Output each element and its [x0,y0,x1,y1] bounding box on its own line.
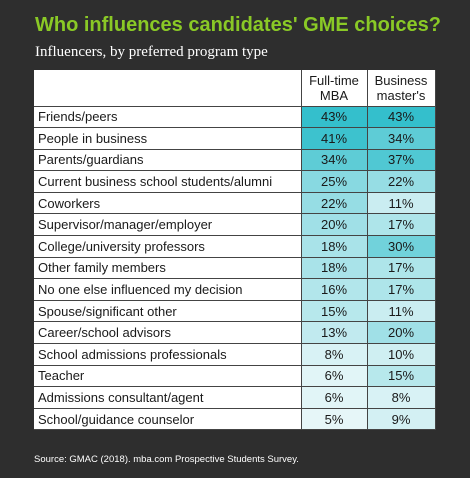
table-row: People in business 41% 34% [34,127,436,150]
cell-fulltime-mba: 41% [300,127,368,150]
cell-business-masters: 11% [366,299,436,323]
table-row: Admissions consultant/agent 6% 8% [34,386,436,409]
cell-business-masters: 10% [366,343,436,366]
cell-fulltime-mba: 16% [300,278,368,301]
table-row: Friends/peers 43% 43% [34,105,436,129]
cell-business-masters: 20% [366,321,436,345]
column-header-business-masters: Business master's [366,70,436,107]
heatmap-table: Full-time MBA Business master's Friends/… [34,70,436,431]
cell-fulltime-mba: 43% [300,105,368,129]
table-row: Parents/guardians 34% 37% [34,148,436,172]
row-label: Coworkers [34,192,301,215]
table-body: Friends/peers 43% 43% People in business 41%… [34,105,436,431]
cell-business-masters: 22% [366,170,436,193]
cell-fulltime-mba: 22% [300,191,368,215]
row-label: Parents/guardians [34,149,301,172]
table-row: Current business school students/alumni 2… [34,170,436,193]
cell-business-masters: 17% [366,213,436,237]
row-label: School admissions professionals [34,343,301,366]
column-header-fulltime-mba: Full-time MBA [300,70,368,107]
chart-title: Who influences candidates' GME choices? [35,14,441,36]
table-row: College/university professors 18% 30% [34,235,436,258]
cell-fulltime-mba: 8% [300,343,368,366]
cell-fulltime-mba: 6% [300,386,368,409]
cell-business-masters: 43% [366,105,436,129]
cell-business-masters: 17% [366,256,436,280]
column-header-line: Business [374,72,428,88]
row-label: People in business [34,127,301,150]
row-label: Teacher [34,365,301,388]
table-row: Spouse/significant other 15% 11% [34,299,436,323]
cell-fulltime-mba: 20% [300,213,368,237]
column-header-line: master's [376,87,426,103]
header-blank-cell [34,70,301,107]
cell-fulltime-mba: 18% [300,256,368,280]
cell-fulltime-mba: 5% [300,407,368,431]
table-row: No one else influenced my decision 16% 17% [34,278,436,301]
cell-business-masters: 30% [366,235,436,258]
cell-fulltime-mba: 18% [300,235,368,258]
cell-fulltime-mba: 13% [300,321,368,345]
table-row: Teacher 6% 15% [34,364,436,388]
row-label: No one else influenced my decision [34,278,301,301]
cell-business-masters: 17% [366,278,436,301]
row-label: College/university professors [34,235,301,258]
table-row: Supervisor/manager/employer 20% 17% [34,213,436,237]
table-row: School admissions professionals 8% 10% [34,343,436,366]
cell-business-masters: 8% [366,386,436,409]
cell-fulltime-mba: 6% [300,364,368,388]
table-row: Career/school advisors 13% 20% [34,321,436,345]
cell-business-masters: 15% [366,364,436,388]
header-row: Full-time MBA Business master's [34,70,436,107]
cell-business-masters: 37% [366,148,436,172]
cell-fulltime-mba: 34% [300,148,368,172]
cell-fulltime-mba: 25% [300,170,368,193]
cell-fulltime-mba: 15% [300,299,368,323]
cell-business-masters: 34% [366,127,436,150]
row-label: Spouse/significant other [34,300,301,323]
row-label: Friends/peers [34,106,301,129]
table-row: School/guidance counselor 5% 9% [34,407,436,431]
column-header-line: Full-time [309,72,359,88]
table-row: Other family members 18% 17% [34,256,436,280]
heatmap-table-panel: Full-time MBA Business master's Friends/… [34,70,436,431]
table-row: Coworkers 22% 11% [34,191,436,215]
row-label: Admissions consultant/agent [34,386,301,409]
column-header-line: MBA [319,87,349,103]
row-label: Supervisor/manager/employer [34,213,301,237]
cell-business-masters: 11% [366,191,436,215]
row-label: Career/school advisors [34,321,301,345]
row-label: Current business school students/alumni [34,170,301,193]
row-label: Other family members [34,257,301,280]
chart-subtitle: Influencers, by preferred program type [35,44,268,60]
row-label: School/guidance counselor [34,408,301,431]
cell-business-masters: 9% [366,407,436,431]
source-note: Source: GMAC (2018). mba.com Prospective… [34,454,299,465]
